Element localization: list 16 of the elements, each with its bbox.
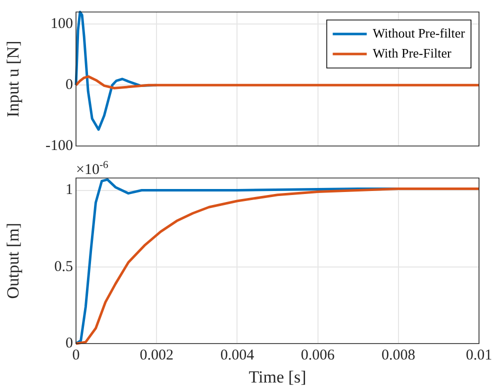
x-axis-title: Time [s] <box>248 367 306 386</box>
x-tick-label: 0.002 <box>140 348 174 364</box>
y-tick-label: 100 <box>50 16 73 32</box>
y-tick-label: 0 <box>66 336 73 352</box>
y-tick-label: 0 <box>66 77 73 94</box>
x-tick-label: 0.01 <box>466 348 492 364</box>
x-tick-label: 0.008 <box>382 348 416 364</box>
legend-label: Without Pre-filter <box>372 25 466 40</box>
y-tick-label: 0.5 <box>54 258 73 275</box>
y-tick-label: -100 <box>46 138 73 154</box>
x-tick-label: 0.006 <box>300 348 336 364</box>
y-axis-title: Input u [N] <box>4 40 23 118</box>
x-tick-label: 0.004 <box>220 348 255 364</box>
y-axis-title: Output [m] <box>4 222 23 299</box>
y-tick-label: 1 <box>66 182 73 198</box>
legend-label: With Pre-Filter <box>372 45 452 60</box>
